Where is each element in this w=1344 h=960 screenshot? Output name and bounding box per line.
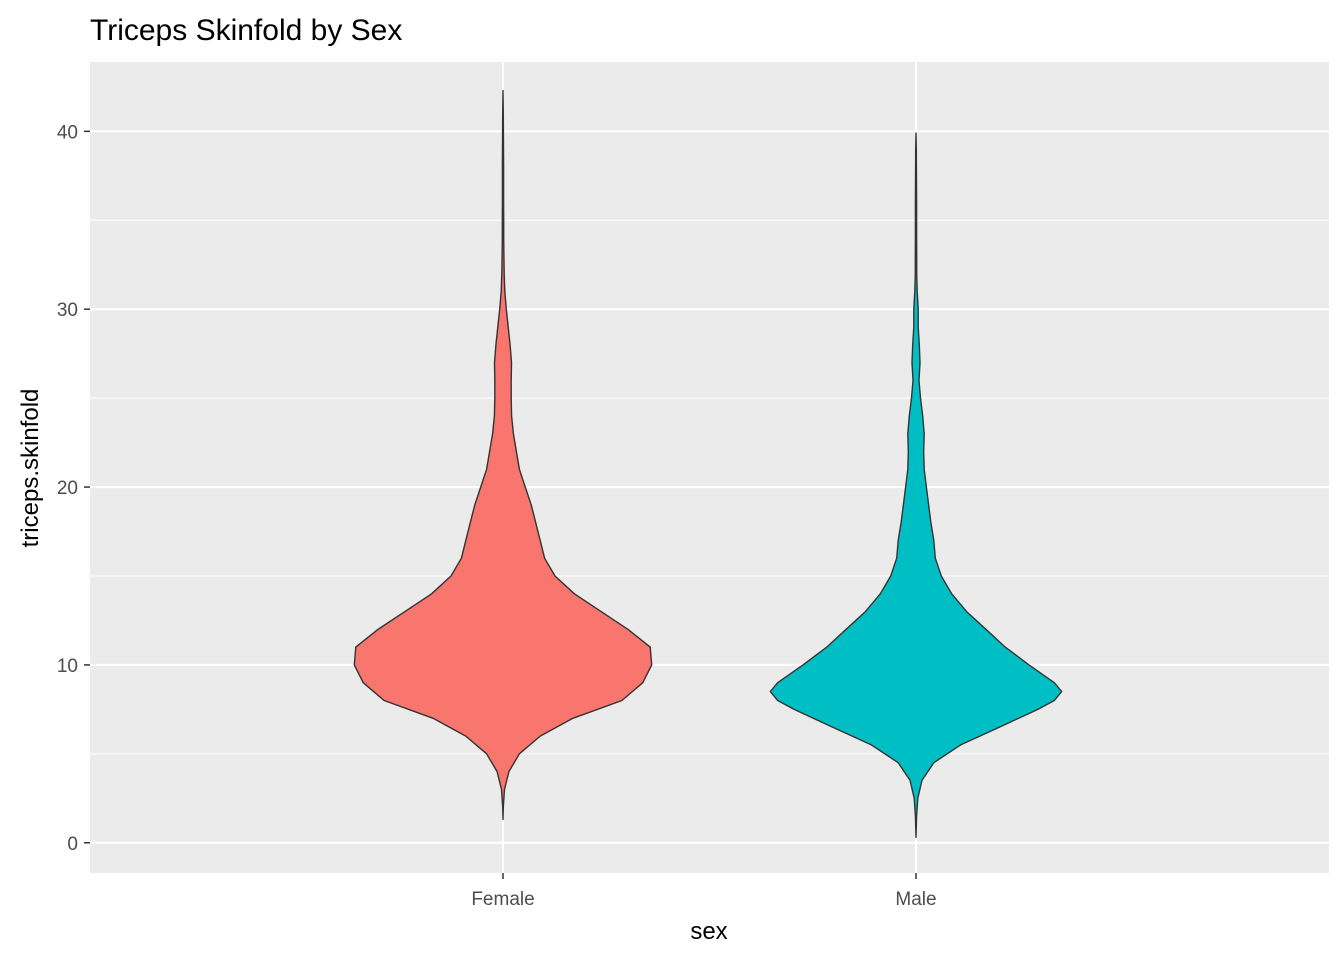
chart-title: Triceps Skinfold by Sex xyxy=(90,14,402,47)
y-tick-label: 30 xyxy=(57,300,78,321)
y-tick-label: 10 xyxy=(57,656,78,677)
violin-layer xyxy=(353,89,1063,839)
y-tick-label: 40 xyxy=(57,122,78,143)
minor-gridlines xyxy=(90,219,1329,755)
violin-female xyxy=(353,89,653,821)
x-axis: Female Male xyxy=(471,873,937,910)
y-tick-label: 0 xyxy=(67,834,78,855)
x-axis-title: sex xyxy=(690,918,727,945)
y-tick-label: 20 xyxy=(57,478,78,499)
x-tick-label: Male xyxy=(895,889,936,910)
plot-panel xyxy=(90,62,1329,873)
y-axis: 0 10 20 30 40 xyxy=(57,122,90,855)
x-tick-label: Female xyxy=(471,889,534,910)
violin-male xyxy=(769,132,1063,839)
y-axis-title: triceps.skinfold xyxy=(17,389,44,548)
